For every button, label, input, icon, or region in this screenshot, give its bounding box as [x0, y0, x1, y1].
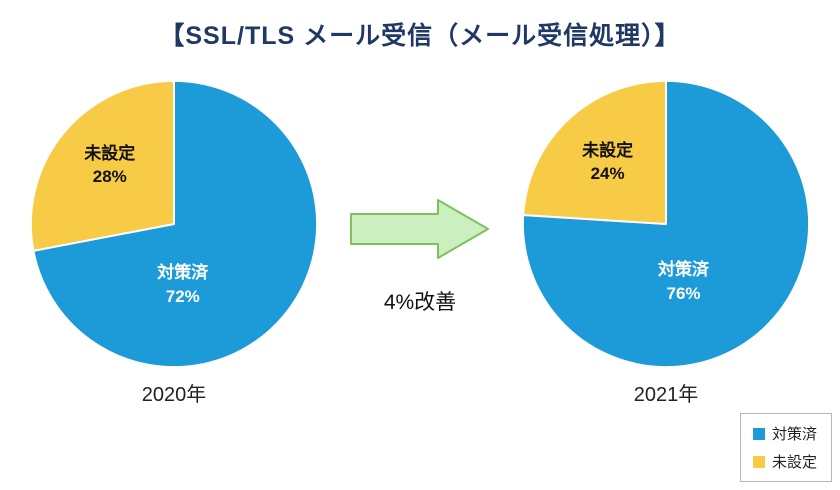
- chart-row: 未設定 28% 対策済 72% 2020年 4%改善 未設定: [0, 78, 840, 407]
- legend-label: 対策済: [771, 426, 817, 443]
- legend-item-taisakuzumi: 対策済: [752, 423, 817, 444]
- pie-2021: 未設定 24% 対策済 76% 2021年: [506, 78, 826, 407]
- legend: 対策済 未設定: [739, 413, 832, 482]
- pie-2020-caption: 2020年: [141, 384, 207, 406]
- pie-2021-svg: [521, 79, 811, 368]
- improvement-annotation: 4%改善: [340, 198, 500, 316]
- pie-2020-svg: [29, 79, 318, 369]
- legend-item-misettei: 未設定: [752, 451, 817, 472]
- pie-2020: 未設定 28% 対策済 72% 2020年: [14, 78, 334, 407]
- pie-2021-plot: 未設定 24% 対策済 76%: [520, 78, 812, 370]
- pie-2021-caption: 2021年: [633, 384, 699, 406]
- pie-2020-plot: 未設定 28% 対策済 72%: [28, 78, 320, 370]
- legend-swatch-yellow: [752, 455, 765, 468]
- chart-canvas: 【SSL/TLS メール受信（メール受信処理）】 未設定 28% 対策済 72%…: [0, 16, 840, 490]
- legend-swatch-blue: [752, 427, 765, 440]
- improvement-label: 4%改善: [383, 291, 457, 314]
- page-title: 【SSL/TLS メール受信（メール受信処理）】: [159, 22, 681, 50]
- right-arrow-icon: [350, 199, 489, 259]
- legend-label: 未設定: [771, 454, 817, 471]
